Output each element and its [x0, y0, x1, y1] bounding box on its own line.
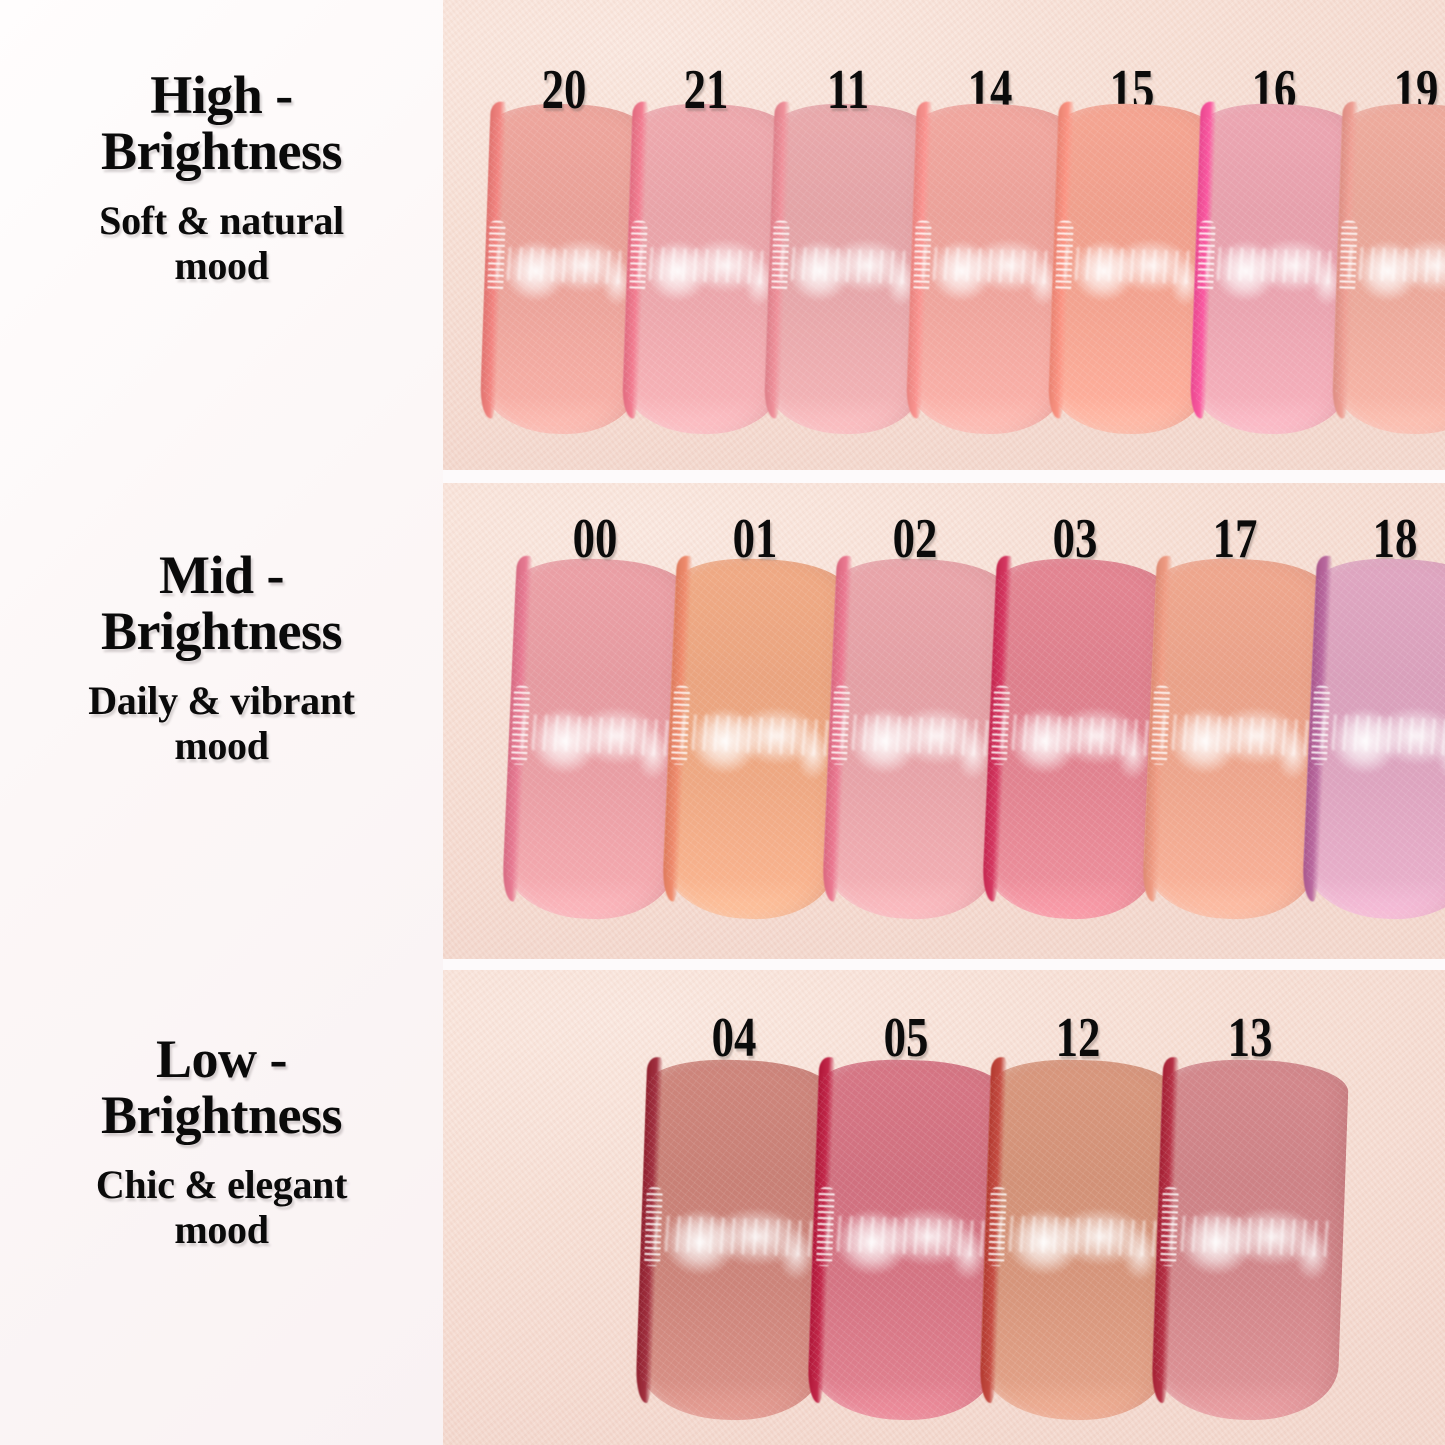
group-subtitle-high: Soft & natural mood [0, 198, 443, 289]
group-title-low: Low - Brightness [0, 1029, 443, 1145]
swatch-02 [821, 555, 1009, 923]
group-subtitle-low-line1: Chic & elegant [95, 1162, 348, 1208]
swatch-13 [1150, 1056, 1350, 1424]
swatch-gloss-speckle-18 [1318, 714, 1445, 757]
swatch-edge-streak-05 [815, 1186, 835, 1267]
swatch-gloss-speckle-15 [1062, 246, 1203, 285]
swatch-19 [1331, 101, 1445, 437]
group-title-low-line2: Brightness [100, 1084, 343, 1145]
swatch-gloss-speckle-00 [518, 714, 672, 757]
swatch-01 [661, 555, 849, 923]
group-subtitle-high-line1: Soft & natural [99, 198, 344, 244]
group-subtitle-high-line2: mood [174, 243, 269, 289]
shade-number-18: 18 [1372, 508, 1418, 570]
swatch-panel-high: 20 21 11 14 15 16 19 [443, 0, 1445, 470]
swatch-gloss-speckle-02 [838, 714, 992, 757]
swatch-17 [1141, 555, 1329, 923]
group-subtitle-mid-line2: mood [174, 723, 269, 769]
swatch-05 [806, 1056, 1006, 1424]
group-title-high-line1: High - [150, 65, 293, 125]
swatch-gloss-speckle-20 [494, 246, 635, 285]
swatch-00 [501, 555, 689, 923]
group-title-high: High - Brightness [0, 65, 443, 181]
label-column: High - Brightness Soft & natural mood Mi… [0, 0, 443, 1445]
swatch-edge-streak-13 [1159, 1186, 1179, 1267]
swatch-gloss-speckle-19 [1346, 246, 1445, 285]
swatch-gloss-speckle-14 [920, 246, 1061, 285]
swatch-gloss-speckle-13 [1167, 1215, 1333, 1258]
shade-number-03: 03 [1052, 508, 1098, 570]
swatch-panel-mid: 00 01 02 03 17 18 [443, 483, 1445, 959]
shade-number-05: 05 [883, 1007, 929, 1069]
group-title-mid: Mid - Brightness [0, 545, 443, 661]
swatch-edge-streak-04 [643, 1186, 663, 1267]
swatch-edge-streak-15 [1055, 220, 1074, 294]
swatch-edge-streak-16 [1197, 220, 1216, 294]
group-label-mid: Mid - Brightness Daily & vibrant mood [0, 545, 443, 769]
group-subtitle-mid: Daily & vibrant mood [0, 678, 443, 769]
swatch-gloss-speckle-16 [1204, 246, 1345, 285]
shade-number-01: 01 [732, 508, 778, 570]
shade-number-04: 04 [711, 1007, 757, 1069]
shade-number-20: 20 [541, 59, 587, 121]
swatch-edge-streak-20 [487, 220, 506, 294]
group-subtitle-low-line2: mood [174, 1207, 269, 1253]
swatch-gloss-speckle-17 [1158, 714, 1312, 757]
swatch-gloss-speckle-05 [823, 1215, 989, 1258]
shade-number-02: 02 [892, 508, 938, 570]
swatch-edge-streak-14 [913, 220, 932, 294]
group-label-high: High - Brightness Soft & natural mood [0, 65, 443, 289]
group-title-low-line1: Low - [156, 1029, 288, 1089]
swatch-edge-streak-12 [987, 1186, 1007, 1267]
swatch-03 [981, 555, 1169, 923]
shade-number-17: 17 [1212, 508, 1258, 570]
shade-number-12: 12 [1055, 1007, 1101, 1069]
swatch-gloss-speckle-01 [678, 714, 832, 757]
swatch-gloss-speckle-03 [998, 714, 1152, 757]
swatch-gloss-speckle-11 [778, 246, 919, 285]
group-title-mid-line2: Brightness [100, 600, 343, 661]
group-subtitle-mid-line1: Daily & vibrant [88, 678, 355, 724]
group-title-mid-line1: Mid - [159, 545, 285, 605]
shade-number-00: 00 [572, 508, 618, 570]
group-subtitle-low: Chic & elegant mood [0, 1162, 443, 1253]
shade-number-11: 11 [826, 59, 870, 121]
swatch-18 [1301, 555, 1445, 923]
swatch-panel-low: 04 05 12 13 [443, 970, 1445, 1445]
shade-number-13: 13 [1227, 1007, 1273, 1069]
swatch-12 [978, 1056, 1178, 1424]
swatch-04 [634, 1056, 834, 1424]
group-label-low: Low - Brightness Chic & elegant mood [0, 1029, 443, 1253]
swatch-edge-streak-21 [629, 220, 648, 294]
shade-number-21: 21 [683, 59, 729, 121]
swatch-gloss-speckle-21 [636, 246, 777, 285]
swatch-gloss-speckle-12 [995, 1215, 1161, 1258]
group-title-high-line2: Brightness [100, 120, 343, 181]
swatch-edge-streak-11 [771, 220, 790, 294]
swatch-edge-streak-19 [1339, 220, 1358, 294]
swatch-gloss-speckle-04 [651, 1215, 817, 1258]
